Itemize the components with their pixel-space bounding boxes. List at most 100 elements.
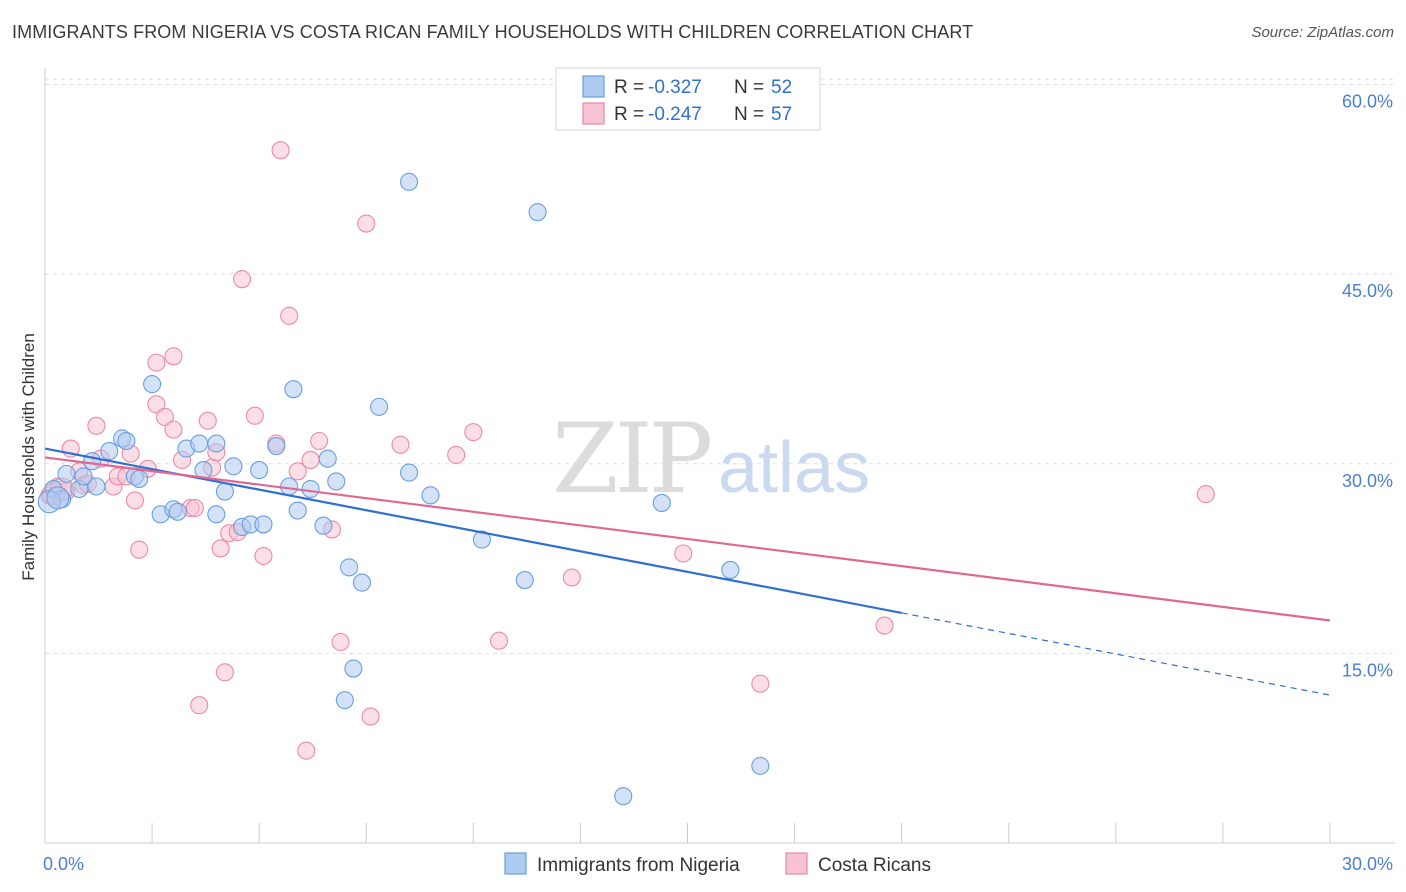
trend-line-nigeria-extrapolated (901, 612, 1331, 696)
point-costa-rican (288, 462, 307, 481)
point-costa-rican (331, 632, 350, 652)
point-costa-rican (391, 435, 410, 454)
point-nigeria (528, 203, 547, 222)
legend: R = -0.327 N = 52 R = -0.247 N = 57 (555, 67, 821, 131)
point-costa-rican (1196, 485, 1215, 504)
point-costa-rican (875, 616, 894, 635)
point-costa-rican (130, 540, 149, 559)
point-costa-rican (301, 450, 320, 470)
legend-n-value-nigeria: 52 (771, 77, 792, 98)
point-nigeria (421, 486, 440, 505)
point-nigeria (46, 486, 70, 510)
x-tick-label: 0.0% (43, 854, 84, 874)
point-nigeria (168, 502, 187, 521)
y-tick-label: 30.0% (1342, 471, 1393, 491)
watermark-atlas: atlas (718, 428, 870, 508)
point-nigeria (117, 431, 136, 451)
point-nigeria (301, 479, 320, 499)
point-costa-rican (164, 420, 183, 439)
point-nigeria (721, 560, 740, 579)
point-costa-rican (254, 546, 273, 566)
chart-title: IMMIGRANTS FROM NIGERIA VS COSTA RICAN F… (12, 22, 974, 42)
point-nigeria (340, 558, 359, 577)
point-nigeria (335, 691, 354, 710)
point-costa-rican (215, 663, 234, 682)
point-nigeria (87, 477, 106, 496)
point-costa-rican (447, 445, 466, 464)
legend-swatch-costa-rican (582, 102, 605, 125)
point-costa-rican (361, 707, 380, 726)
point-costa-rican (147, 353, 166, 372)
point-costa-rican (751, 674, 770, 693)
point-costa-rican (280, 306, 299, 325)
point-nigeria (370, 397, 389, 416)
point-costa-rican (185, 498, 204, 518)
point-nigeria (207, 505, 226, 524)
point-nigeria (207, 434, 226, 453)
axes (44, 68, 1395, 844)
point-nigeria (100, 442, 119, 461)
point-nigeria (250, 461, 269, 480)
point-costa-rican (155, 407, 174, 427)
point-costa-rican (297, 741, 316, 760)
point-nigeria (267, 437, 286, 456)
point-nigeria (288, 501, 307, 520)
point-costa-rican (562, 568, 581, 587)
point-nigeria (314, 516, 333, 535)
point-nigeria (83, 452, 102, 471)
y-tick-labels: 15.0% 30.0% 45.0% 60.0% (1342, 92, 1393, 681)
point-costa-rican (245, 406, 264, 425)
legend-n-value-costa-rican: 57 (771, 104, 792, 125)
legend-swatch-nigeria (582, 75, 605, 98)
point-costa-rican (232, 270, 252, 289)
x-tick-labels: 0.0% 30.0% (43, 854, 1393, 874)
x-tick-label: 30.0% (1342, 854, 1393, 874)
point-nigeria (751, 756, 770, 775)
point-costa-rican (464, 423, 483, 442)
point-nigeria (74, 467, 93, 486)
legend-n-label-costa-rican: N = (734, 104, 764, 125)
watermark-zip: ZIP (552, 403, 711, 515)
data-points (37, 141, 1215, 806)
point-costa-rican (211, 539, 230, 558)
point-nigeria (515, 571, 534, 590)
point-costa-rican (674, 544, 693, 563)
point-nigeria (318, 449, 337, 468)
legend-r-label-costa-rican: R = (614, 104, 644, 125)
y-tick-label: 60.0% (1342, 92, 1393, 112)
legend-n-label-nigeria: N = (734, 77, 764, 98)
point-nigeria (344, 659, 363, 678)
point-costa-rican (190, 696, 209, 715)
series-legend-swatch-costa-rican (785, 852, 808, 875)
point-nigeria (143, 375, 162, 394)
point-nigeria (614, 787, 633, 806)
series-legend-label-costa-rican: Costa Ricans (818, 855, 931, 876)
point-costa-rican (164, 347, 183, 366)
legend-r-value-costa-rican: -0.247 (648, 104, 702, 125)
point-costa-rican (87, 416, 106, 435)
point-costa-rican (310, 431, 329, 451)
point-nigeria (400, 463, 419, 482)
trend-lines (44, 447, 1331, 696)
point-costa-rican (198, 411, 217, 430)
point-nigeria (190, 434, 209, 453)
point-costa-rican (271, 141, 290, 160)
legend-r-value-nigeria: -0.327 (648, 77, 702, 98)
point-nigeria (130, 469, 149, 488)
gridlines (45, 78, 1395, 654)
point-nigeria (215, 482, 234, 501)
point-nigeria (57, 464, 76, 483)
chart-source: Source: ZipAtlas.com (1251, 24, 1394, 41)
point-nigeria (472, 530, 491, 549)
point-nigeria (652, 493, 671, 512)
point-costa-rican (125, 491, 144, 510)
y-axis-label: Family Households with Children (19, 333, 38, 581)
point-costa-rican (357, 214, 376, 233)
point-nigeria (254, 515, 273, 534)
point-nigeria (284, 380, 303, 399)
series-legend-swatch-nigeria (504, 852, 527, 875)
series-legend-label-nigeria: Immigrants from Nigeria (537, 855, 740, 876)
point-nigeria (224, 457, 243, 476)
point-nigeria (280, 477, 299, 496)
